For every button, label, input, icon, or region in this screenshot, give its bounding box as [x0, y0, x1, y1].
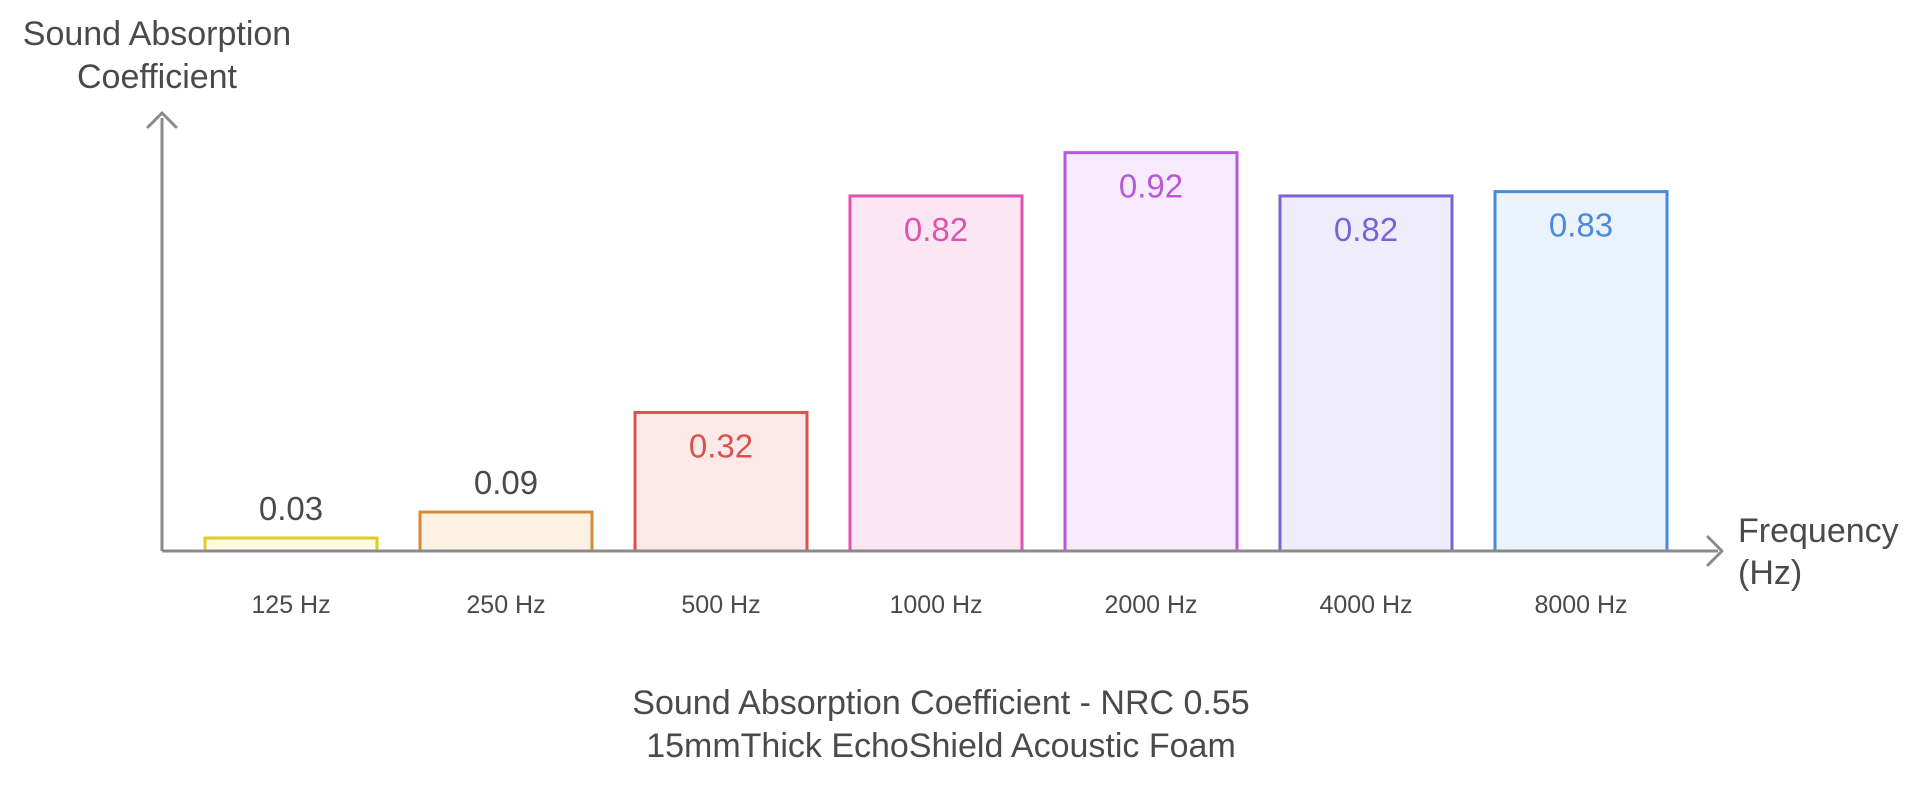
labels-layer: 0.03 125 Hz 0.09 250 Hz 0.32 500 Hz 0.82 1000 H… — [251, 168, 1627, 619]
value-label-250-hz: 0.09 — [474, 464, 538, 501]
bar-2000-hz — [1063, 151, 1239, 553]
value-label-1000-hz: 0.82 — [904, 211, 968, 248]
bar-250-hz — [418, 510, 594, 553]
value-label-4000-hz: 0.82 — [1334, 211, 1398, 248]
tick-label-4000-hz: 4000 Hz — [1319, 591, 1412, 619]
x-axis-arrow — [1706, 535, 1724, 567]
axes-layer — [146, 111, 1724, 567]
tick-label-8000-hz: 8000 Hz — [1534, 591, 1627, 619]
tick-label-500-hz: 500 Hz — [681, 591, 760, 619]
tick-label-2000-hz: 2000 Hz — [1104, 591, 1197, 619]
y-axis-arrow — [146, 111, 178, 129]
chart-caption-line-2: 15mmThick EchoShield Acoustic Foam — [646, 727, 1236, 765]
tick-label-1000-hz: 1000 Hz — [889, 591, 982, 619]
tick-label-125-hz: 125 Hz — [251, 591, 330, 619]
value-label-8000-hz: 0.83 — [1549, 207, 1613, 244]
bar-8000-hz — [1493, 190, 1669, 553]
value-label-500-hz: 0.32 — [689, 427, 753, 464]
y-axis-title-line-1: Sound Absorption — [23, 15, 291, 53]
bar-125-hz — [203, 536, 379, 553]
x-axis-title-line-2: (Hz) — [1738, 554, 1802, 592]
bars-layer — [203, 151, 1669, 553]
bar-500-hz — [633, 410, 809, 553]
x-axis-title-line-1: Frequency — [1738, 512, 1899, 550]
value-label-2000-hz: 0.92 — [1119, 168, 1183, 205]
bar-4000-hz — [1278, 194, 1454, 553]
bar-1000-hz — [848, 194, 1024, 553]
chart-caption-line-1: Sound Absorption Coefficient - NRC 0.55 — [632, 684, 1249, 722]
y-axis-title-line-2: Coefficient — [77, 58, 238, 96]
value-label-125-hz: 0.03 — [259, 490, 323, 527]
tick-label-250-hz: 250 Hz — [466, 591, 545, 619]
